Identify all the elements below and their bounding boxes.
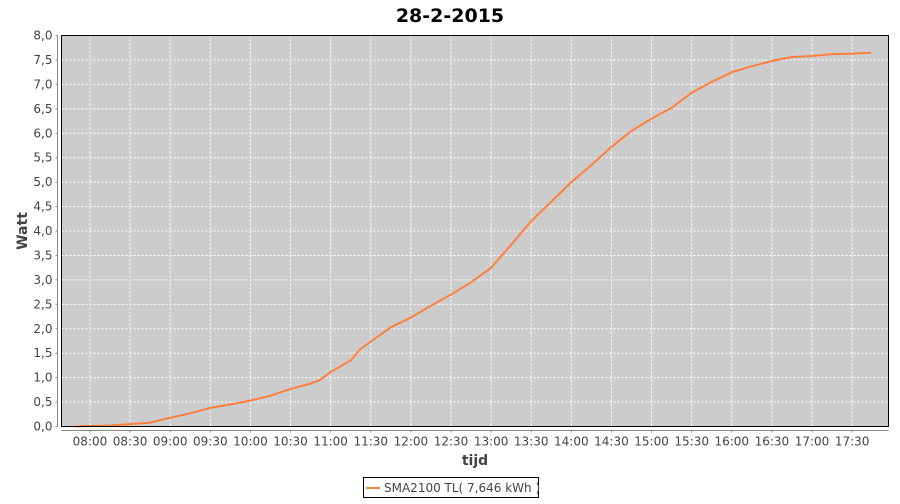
x-tick-label: 09:30 xyxy=(193,435,228,449)
x-tick-label: 14:00 xyxy=(554,435,589,449)
chart-title: 28-2-2015 xyxy=(396,5,504,27)
x-axis: 08:00 08:30 09:00 09:30 10:00 10:30 11:00 11:30… xyxy=(62,431,889,449)
x-axis-label: tijd xyxy=(462,453,488,469)
y-tick-label: 4,0 xyxy=(33,224,52,238)
y-axis-label: Watt xyxy=(15,212,31,250)
y-tick-label: 6,5 xyxy=(33,102,52,116)
legend-label: SMA2100 TL( 7,646 kWh ) xyxy=(384,481,540,495)
x-tick-label: 12:00 xyxy=(394,435,429,449)
y-tick-label: 4,5 xyxy=(33,200,52,214)
x-tick-label: 13:30 xyxy=(514,435,549,449)
x-tick-label: 14:30 xyxy=(594,435,629,449)
x-tick-label: 13:00 xyxy=(474,435,509,449)
x-tick-label: 11:30 xyxy=(353,435,388,449)
y-tick-label: 3,5 xyxy=(33,248,52,262)
y-tick-label: 7,0 xyxy=(33,77,52,91)
y-tick-label: 5,0 xyxy=(33,175,52,189)
y-tick-label: 2,5 xyxy=(33,297,52,311)
y-tick-label: 2,0 xyxy=(33,322,52,336)
x-tick-label: 08:30 xyxy=(113,435,148,449)
y-axis: 0,0 0,5 1,0 1,5 2,0 2,5 3,0 3,5 4,0 4,5 5,0 5,5 6,0 6… xyxy=(33,29,57,434)
x-tick-label: 12:30 xyxy=(434,435,469,449)
y-tick-label: 1,5 xyxy=(33,346,52,360)
x-tick-label: 09:00 xyxy=(153,435,188,449)
y-tick-label: 6,0 xyxy=(33,126,52,140)
x-tick-label: 17:00 xyxy=(795,435,830,449)
y-tick-label: 3,0 xyxy=(33,273,52,287)
x-tick-label: 16:00 xyxy=(714,435,749,449)
x-tick-label: 10:00 xyxy=(233,435,268,449)
x-tick-label: 10:30 xyxy=(273,435,308,449)
y-tick-label: 0,0 xyxy=(33,420,52,434)
x-tick-label: 15:30 xyxy=(674,435,709,449)
y-tick-label: 8,0 xyxy=(33,29,52,43)
x-tick-label: 16:30 xyxy=(755,435,790,449)
x-tick-label: 17:30 xyxy=(835,435,870,449)
y-tick-label: 5,5 xyxy=(33,151,52,165)
y-tick-label: 7,5 xyxy=(33,53,52,67)
x-tick-label: 15:00 xyxy=(634,435,669,449)
y-tick-label: 1,0 xyxy=(33,371,52,385)
x-tick-label: 08:00 xyxy=(73,435,108,449)
x-tick-label: 11:00 xyxy=(313,435,348,449)
y-tick-label: 0,5 xyxy=(33,395,52,409)
legend: SMA2100 TL( 7,646 kWh ) xyxy=(364,478,541,498)
